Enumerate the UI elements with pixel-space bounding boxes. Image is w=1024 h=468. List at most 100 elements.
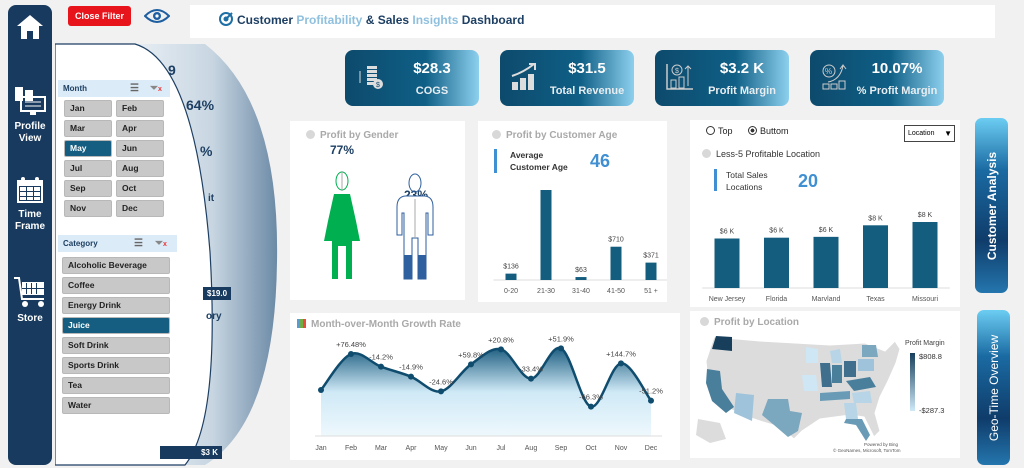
close-filter-button[interactable]: Close Filter: [68, 6, 131, 26]
hidden-value-box: $3 K: [160, 446, 222, 459]
category-label: Missouri: [912, 296, 939, 303]
category-option[interactable]: Water: [62, 397, 170, 414]
bar: [813, 236, 839, 288]
month-option-oct[interactable]: Oct: [116, 180, 164, 197]
legend-max: $808.8: [919, 352, 942, 361]
map-region[interactable]: [762, 399, 802, 437]
kpi-label: Profit Margin: [708, 85, 776, 97]
map-region[interactable]: [734, 393, 754, 421]
map-region[interactable]: [820, 363, 832, 387]
month-option-mar[interactable]: Mar: [64, 120, 112, 137]
month-option-jun[interactable]: Jun: [116, 140, 164, 157]
percent-growth-icon: %: [822, 64, 847, 90]
kpi-value: $28.3: [413, 60, 451, 77]
category-label: Feb: [345, 445, 357, 452]
customer-analysis-button[interactable]: Customer Analysis: [975, 118, 1008, 293]
location-dropdown[interactable]: Location ▼: [904, 125, 955, 142]
month-option-feb[interactable]: Feb: [116, 100, 164, 117]
nav-label: View: [18, 133, 42, 144]
nav-time-frame[interactable]: Time Frame: [8, 175, 52, 233]
radio-top[interactable]: Top: [706, 126, 733, 136]
map-region[interactable]: [852, 391, 872, 403]
month-option-jul[interactable]: Jul: [64, 160, 112, 177]
month-option-may[interactable]: May: [64, 140, 112, 157]
category-slicer-header: Category ☰ ⏷x: [58, 235, 177, 252]
eye-icon[interactable]: [144, 8, 170, 24]
nav-label: Frame: [14, 221, 45, 232]
map-region[interactable]: [832, 365, 842, 383]
radio-bottom[interactable]: Buttom: [748, 126, 789, 136]
category-label: 21-30: [537, 288, 555, 295]
clear-filter-icon[interactable]: ⏷x: [155, 238, 167, 249]
nav-label: Profile: [14, 121, 46, 132]
data-point: [498, 346, 504, 353]
month-option-nov[interactable]: Nov: [64, 200, 112, 217]
category-option[interactable]: Juice: [62, 317, 170, 334]
panel-title: Profit by Location: [700, 317, 799, 328]
nav-label: Time: [18, 209, 42, 220]
bar: [645, 262, 657, 280]
multi-select-icon[interactable]: ☰: [134, 238, 143, 249]
month-option-aug[interactable]: Aug: [116, 160, 164, 177]
map-region[interactable]: [862, 345, 878, 357]
map-region[interactable]: [858, 359, 874, 371]
month-option-jan[interactable]: Jan: [64, 100, 112, 117]
legend-min: -$287.3: [919, 406, 945, 415]
accent-bar: [714, 169, 717, 191]
bar-label: $136: [503, 264, 519, 271]
avg-age-value: 46: [590, 151, 611, 171]
category-option[interactable]: Coffee: [62, 277, 170, 294]
map-region[interactable]: [830, 349, 842, 363]
radio-icon: [706, 126, 715, 135]
geo-time-overview-button[interactable]: Geo-Time Overview: [977, 310, 1010, 465]
category-option[interactable]: Sports Drink: [62, 357, 170, 374]
nav-profile-view[interactable]: Profile View: [8, 85, 52, 145]
category-option[interactable]: Alcoholic Beverage: [62, 257, 170, 274]
map-region[interactable]: [844, 361, 856, 377]
map-region[interactable]: [844, 403, 858, 419]
month-option-dec[interactable]: Dec: [116, 200, 164, 217]
category-option[interactable]: Soft Drink: [62, 337, 170, 354]
profit-chart-icon: $: [666, 64, 693, 90]
category-label: Dec: [645, 445, 658, 452]
data-label: +20.8%: [488, 335, 514, 344]
status-dot: [700, 317, 709, 326]
map-region[interactable]: [846, 377, 876, 391]
category-option[interactable]: Tea: [62, 377, 170, 394]
data-point: [438, 388, 444, 395]
map-region[interactable]: [706, 369, 734, 413]
category-label: Apr: [406, 445, 418, 452]
data-point: [378, 363, 384, 370]
location-panel: Top Buttom Location ▼ Less-5 Profitable L…: [690, 120, 960, 307]
map-region[interactable]: [820, 391, 850, 401]
us-map[interactable]: [690, 311, 960, 458]
category-label: Jul: [497, 445, 506, 452]
total-locations-label: Total Sales Locations: [726, 170, 768, 192]
map-region[interactable]: [806, 347, 818, 363]
profit-by-location-panel: Profit by Location Profit Margin $808.8 …: [690, 311, 960, 458]
hidden-text: 9: [168, 62, 176, 78]
month-option-apr[interactable]: Apr: [116, 120, 164, 137]
data-label: -33.4%: [519, 365, 543, 374]
multi-select-icon[interactable]: ☰: [130, 83, 139, 94]
category-label: New Jersey: [709, 296, 746, 303]
bar-label: $6 K: [720, 229, 735, 236]
map-credit: Powered by Bing: [864, 442, 899, 447]
map-region[interactable]: [844, 419, 870, 441]
map-region[interactable]: [802, 375, 818, 391]
avg-age-label: Average Customer Age: [510, 150, 568, 172]
svg-text:$: $: [675, 68, 679, 75]
category-label: Aug: [525, 445, 538, 452]
category-option[interactable]: Energy Drink: [62, 297, 170, 314]
data-label: +76.48%: [336, 340, 366, 349]
data-label: -14.9%: [399, 363, 423, 372]
category-label: Jan: [315, 445, 326, 452]
kpi-label: COGS: [415, 85, 449, 97]
map-region[interactable]: [712, 336, 732, 351]
nav-store[interactable]: Store: [8, 275, 52, 325]
home-button[interactable]: [8, 13, 52, 45]
panel-title: Profit by Gender: [306, 130, 398, 141]
clear-filter-icon[interactable]: ⏷x: [150, 83, 162, 94]
female-pct-label: 77%: [330, 143, 355, 157]
month-option-sep[interactable]: Sep: [64, 180, 112, 197]
